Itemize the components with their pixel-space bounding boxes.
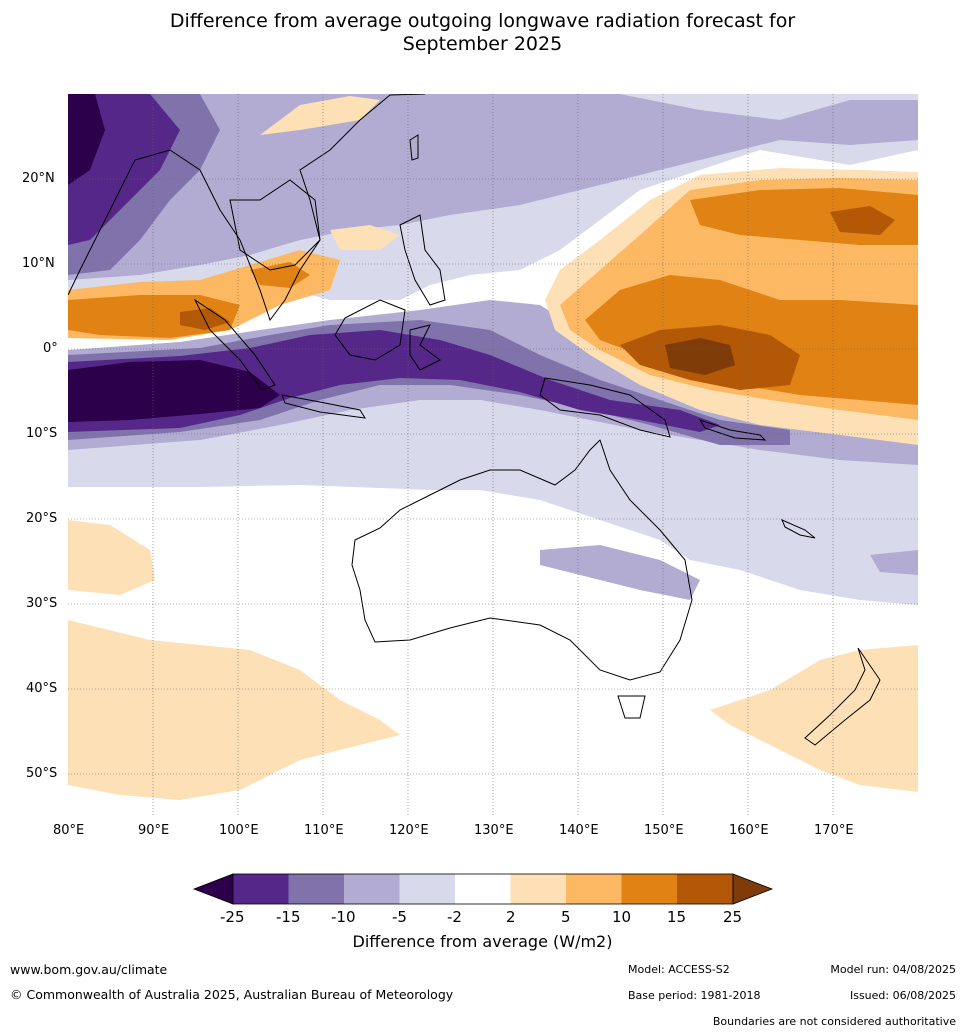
anomaly-darkest-purple-indian-ocean [68, 94, 280, 422]
colorbar-swatch-2 [288, 874, 344, 904]
legend-tick-10: 10 [612, 908, 632, 926]
indochina-coastline [229, 179, 321, 271]
colorbar-min-extension [192, 873, 234, 905]
lon-label-90e: 90°E [138, 823, 170, 838]
colorbar-swatch-3 [344, 874, 400, 904]
lon-label-110e: 110°E [304, 823, 344, 838]
mainland-asia-coastline [68, 94, 426, 322]
legend-tick-minus-2: -2 [447, 908, 462, 926]
lat-label-20n: 20°N [22, 171, 55, 186]
new-guinea-coastline [539, 377, 671, 438]
anomaly-darkest-orange-pacific [665, 338, 735, 375]
borneo-coastline [334, 299, 406, 361]
legend-tick-15: 15 [667, 908, 687, 926]
lon-label-120e: 120°E [389, 823, 429, 838]
lon-label-100e: 100°E [219, 823, 259, 838]
base-period: Base period: 1981-2018 [628, 989, 761, 1002]
legend-tick-5: 5 [561, 908, 571, 926]
legend-tick-2: 2 [506, 908, 516, 926]
colorbar-swatch-7 [566, 874, 622, 904]
title-line-2: September 2025 [402, 33, 563, 55]
lon-label-80e: 80°E [53, 823, 85, 838]
legend-tick-25: 25 [723, 908, 743, 926]
java-coastline [281, 394, 366, 419]
anomaly-mid-purple-australia [540, 545, 918, 600]
boundary-disclaimer: Boundaries are not considered authoritat… [712, 1015, 956, 1028]
colorbar-swatch-9 [677, 874, 733, 904]
anomaly-pale-orange-tasman [710, 645, 918, 792]
legend-tick-minus-15: -15 [276, 908, 301, 926]
lat-label-30s: 30°S [26, 596, 58, 611]
lat-label-0: 0° [43, 341, 58, 356]
colorbar-swatch-8 [621, 874, 677, 904]
colorbar-swatch-4 [399, 874, 455, 904]
lat-label-40s: 40°S [26, 681, 58, 696]
colorbar [192, 873, 774, 905]
legend-tick-minus-10: -10 [331, 908, 356, 926]
title-line-1: Difference from average outgoing longwav… [169, 10, 796, 32]
map-plot-area [68, 94, 918, 816]
colorbar-swatch-5 [455, 874, 511, 904]
lat-label-10s: 10°S [26, 426, 58, 441]
solomon-islands-coastline [698, 419, 767, 441]
map-title: Difference from average outgoing longwav… [0, 10, 965, 56]
legend-tick-minus-25: -25 [220, 908, 245, 926]
lon-label-170e: 170°E [814, 823, 854, 838]
lon-label-150e: 150°E [644, 823, 684, 838]
model-name: Model: ACCESS-S2 [628, 963, 730, 976]
lat-label-50s: 50°S [26, 766, 58, 781]
philippines-coastline [399, 214, 446, 306]
taiwan-coastline [409, 134, 419, 161]
issued-date: Issued: 06/08/2025 [849, 989, 956, 1002]
lon-label-160e: 160°E [729, 823, 769, 838]
sumatra-coastline [193, 298, 276, 391]
lon-label-130e: 130°E [474, 823, 514, 838]
new-caledonia-coastline [781, 519, 816, 539]
coastlines [68, 94, 881, 746]
tasmania-coastline [617, 695, 646, 719]
sulawesi-coastline [409, 324, 441, 371]
new-zealand-coastline [804, 647, 881, 746]
australia-coastline [351, 439, 693, 681]
website-link[interactable]: www.bom.gov.au/climate [10, 962, 168, 977]
lon-label-140e: 140°E [559, 823, 599, 838]
colorbar-max-extension [732, 873, 774, 905]
anomaly-orange-indian-band [68, 262, 310, 338]
copyright-text: © Commonwealth of Australia 2025, Austra… [10, 987, 454, 1002]
positive-anomaly-regions [68, 96, 918, 800]
legend-tick-minus-5: -5 [392, 908, 407, 926]
colorbar-swatch-1 [233, 874, 289, 904]
lat-label-20s: 20°S [26, 511, 58, 526]
model-run-date: Model run: 04/08/2025 [830, 963, 956, 976]
anomaly-pale-orange-northwest [260, 96, 400, 250]
colorbar-swatch-6 [510, 874, 566, 904]
anomaly-pale-orange-south-indian [68, 520, 400, 800]
colorbar-outline [232, 873, 734, 905]
gridlines [68, 94, 918, 816]
lat-label-10n: 10°N [22, 256, 55, 271]
legend-title: Difference from average (W/m2) [352, 932, 613, 951]
